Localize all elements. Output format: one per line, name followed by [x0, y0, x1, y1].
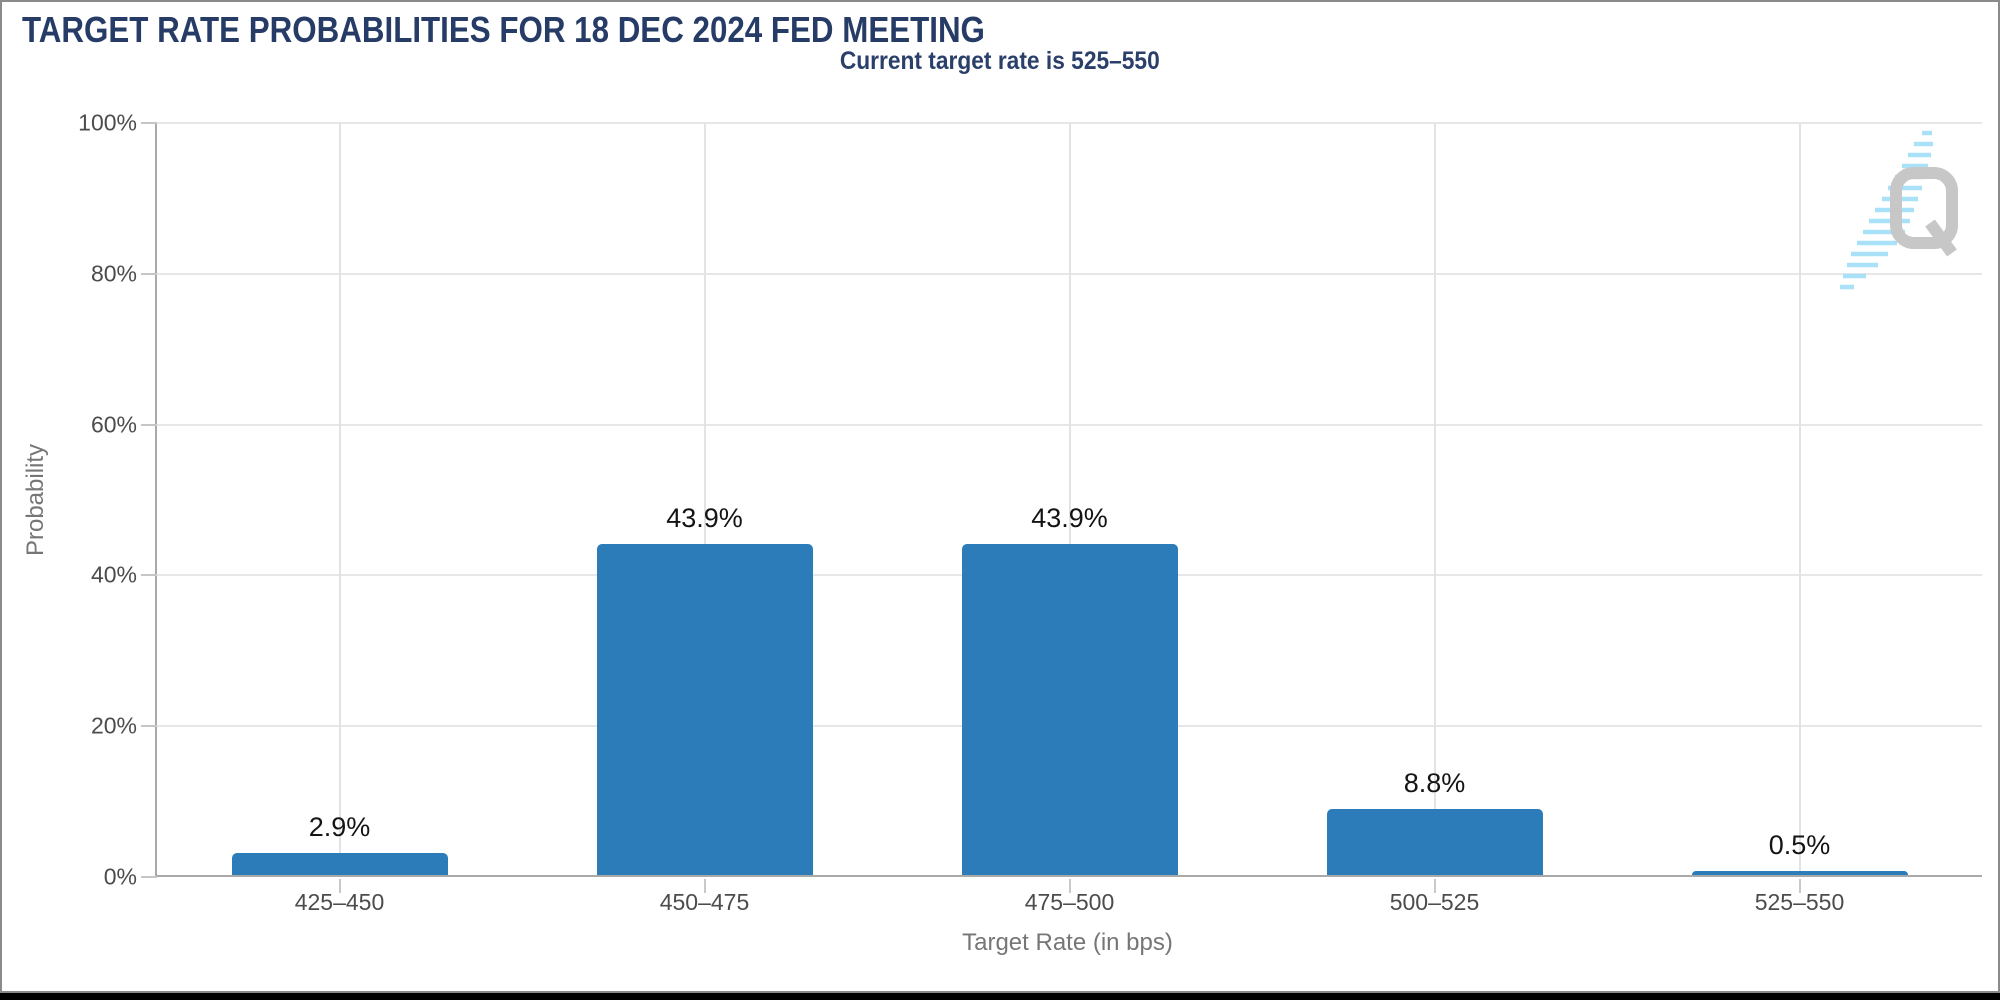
x-axis-tick-label: 450–475	[659, 889, 750, 915]
y-axis-tick-80	[141, 272, 157, 275]
q-logo-letter	[1890, 167, 1958, 257]
y-axis-tick-label-40: 40%	[90, 561, 137, 588]
y-axis-tick-40	[141, 574, 157, 577]
chart-column: 8.8% 500–525	[1252, 123, 1617, 914]
y-axis-tick-label-100: 100%	[78, 109, 137, 136]
y-axis-tick-60	[141, 423, 157, 426]
gridline-x	[338, 123, 341, 877]
gridline-x	[703, 123, 706, 877]
y-axis-tick-label-0: 0%	[103, 863, 137, 890]
chart-column: 2.9% 425–450	[157, 123, 522, 914]
gridline-x	[1068, 123, 1071, 877]
chart-subtitle: Current target rate is 525–550	[2, 47, 1998, 76]
y-axis-tick-label-80: 80%	[90, 260, 137, 287]
x-axis-tick-label: 500–525	[1389, 889, 1480, 915]
y-axis-tick-label-20: 20%	[90, 712, 137, 739]
chart-column: 43.9% 475–500	[887, 123, 1252, 914]
x-axis-tick	[1798, 879, 1801, 893]
probability-bar	[231, 853, 448, 875]
y-axis-title: Probability	[22, 443, 49, 557]
gridline-x	[1433, 123, 1436, 877]
probability-bar	[1326, 808, 1543, 875]
chart-subtitle-text: Current target rate is 525–550	[840, 47, 1160, 75]
q-logo-icon	[1838, 125, 1990, 295]
chart-column: 0.5% 525–550	[1617, 123, 1982, 914]
plot-area: 0% 20% 40% 60% 80% 100% 2.9% 425–450 43.9% 450–47…	[78, 111, 1982, 914]
x-axis-tick	[1433, 879, 1436, 893]
bar-value-label: 43.9%	[1031, 503, 1108, 533]
columns-container: 2.9% 425–450 43.9% 450–475 43.9% 475–500 8.8% 5…	[157, 123, 1982, 914]
chart-title: TARGET RATE PROBABILITIES FOR 18 DEC 202…	[22, 10, 1129, 50]
x-axis-tick	[1068, 879, 1071, 893]
x-axis-tick-label: 475–500	[1024, 889, 1115, 915]
probability-bar	[596, 544, 813, 875]
bar-value-label: 43.9%	[666, 503, 743, 533]
q-logo-dashes	[1840, 130, 1933, 290]
bar-value-label: 8.8%	[1403, 767, 1466, 798]
x-axis-tick	[338, 879, 341, 893]
x-axis-title: Target Rate (in bps)	[962, 929, 1173, 956]
y-axis-tick-20	[141, 725, 157, 728]
bar-value-label: 0.5%	[1768, 830, 1831, 861]
probability-bar	[1691, 871, 1908, 875]
x-axis-tick	[703, 879, 706, 893]
bar-value-label: 2.9%	[308, 812, 371, 843]
probability-bar	[961, 544, 1178, 875]
y-axis-tick-100	[141, 122, 157, 124]
chart-title-text: TARGET RATE PROBABILITIES FOR 18 DEC 202…	[22, 9, 985, 50]
x-axis-tick-label: 425–450	[294, 889, 385, 915]
y-axis-tick-0	[141, 876, 157, 878]
chart-column: 43.9% 450–475	[522, 123, 887, 914]
x-axis-tick-label: 525–550	[1754, 889, 1845, 915]
gridline-x	[1798, 123, 1801, 877]
y-axis-tick-label-60: 60%	[90, 411, 137, 438]
gridline-y-0	[157, 875, 1982, 877]
